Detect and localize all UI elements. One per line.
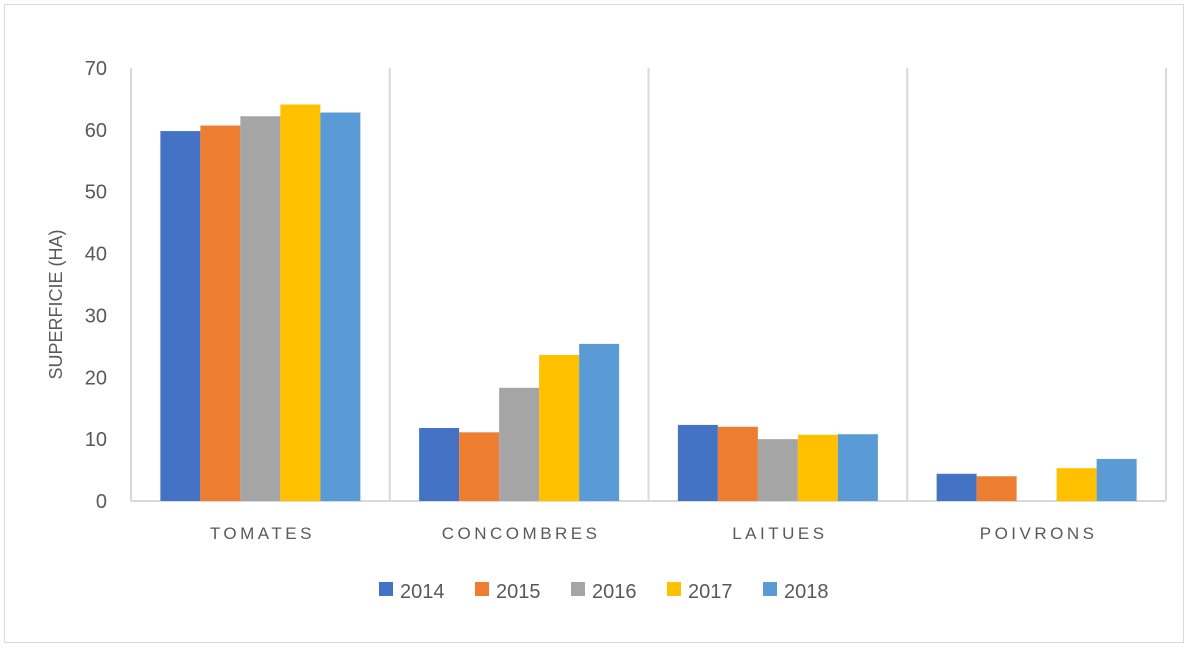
bar-2017-laitues (797, 434, 838, 501)
bar-2015-poivrons (976, 476, 1017, 501)
y-tick-label: 30 (85, 305, 107, 327)
y-axis-label: SUPERFICIE (HA) (46, 229, 66, 379)
y-tick-label: 60 (85, 120, 107, 142)
bar-2016-concombres (499, 387, 540, 501)
bar-2018-poivrons (1096, 458, 1137, 501)
legend-swatch-2015 (475, 582, 489, 596)
bar-2015-laitues (717, 426, 758, 501)
legend-label: 2017 (688, 581, 733, 603)
legend-swatch-2017 (667, 582, 681, 596)
bar-2014-concombres (419, 428, 460, 501)
y-tick-label: 50 (85, 182, 107, 204)
bar-2017-tomates (280, 104, 321, 501)
legend-label: 2014 (400, 581, 445, 603)
bar-2016-laitues (757, 439, 798, 501)
bar-2017-poivrons (1056, 468, 1097, 501)
bar-2016-tomates (240, 116, 281, 502)
y-tick-label: 20 (85, 367, 107, 389)
bar-2017-concombres (539, 355, 580, 501)
bar-2014-tomates (160, 131, 201, 501)
y-tick-label: 70 (85, 58, 107, 80)
bar-2018-tomates (320, 112, 361, 501)
y-tick-label: 10 (85, 429, 107, 451)
legend-label: 2015 (496, 581, 541, 603)
legend-swatch-2018 (763, 582, 777, 596)
y-tick-label: 40 (85, 244, 107, 266)
bar-2018-laitues (837, 434, 878, 501)
bar-2015-tomates (200, 125, 241, 501)
legend-swatch-2014 (379, 582, 393, 596)
bar-2018-concombres (579, 343, 620, 501)
x-category-label: TOMATES (210, 524, 315, 543)
x-category-label: CONCOMBRES (442, 524, 601, 543)
legend-label: 2018 (784, 581, 829, 603)
bar-2015-concombres (459, 432, 500, 501)
x-category-label: LAITUES (732, 524, 827, 543)
legend-label: 2016 (592, 581, 637, 603)
y-tick-label: 0 (96, 491, 107, 513)
bar-2014-laitues (677, 424, 718, 501)
x-category-label: POIVRONS (980, 524, 1098, 543)
legend-swatch-2016 (571, 582, 585, 596)
bar-2014-poivrons (936, 473, 977, 501)
